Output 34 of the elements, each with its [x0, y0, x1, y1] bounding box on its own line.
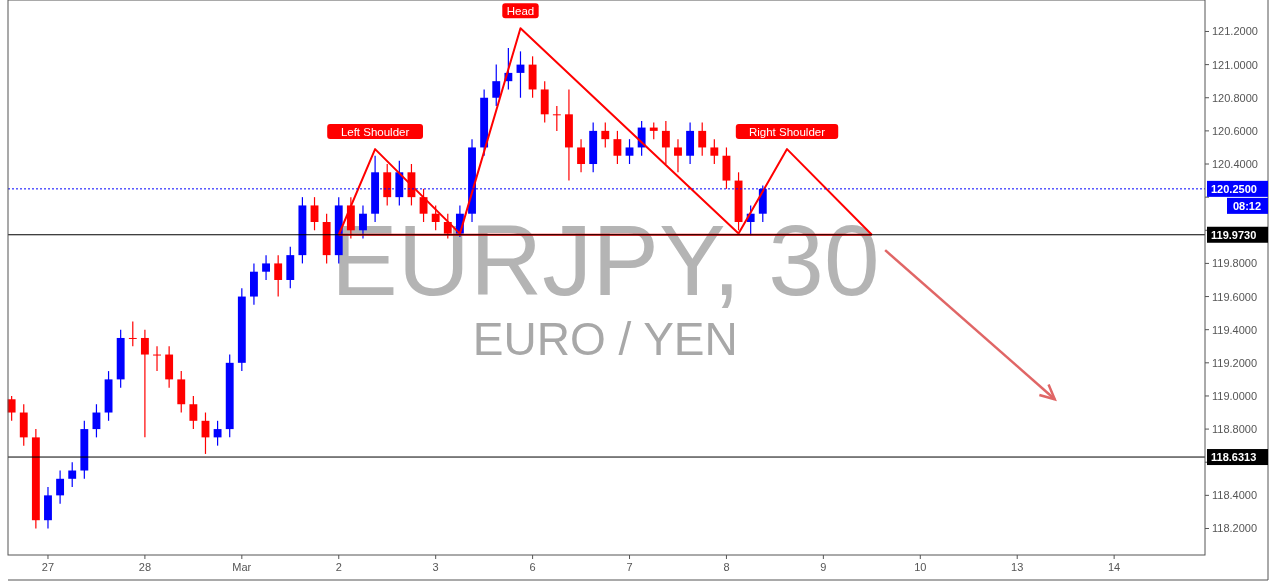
- text: 08:12: [1232, 199, 1262, 212]
- x-tick-label: Mar: [232, 561, 252, 573]
- y-tick-label: 118.4000: [1212, 489, 1258, 502]
- ref-line-label: 119.9730: [1211, 228, 1257, 241]
- y-tick-label: 118.8000: [1212, 423, 1258, 436]
- x-tick-label: 28: [138, 561, 152, 573]
- y-tick-label: 120.6000: [1212, 124, 1258, 137]
- y-tick-label: 119.0000: [1212, 389, 1258, 402]
- x-tick-label: 27: [41, 561, 55, 573]
- y-tick-label: 120.8000: [1212, 91, 1258, 104]
- y-tick-label: 119.4000: [1212, 323, 1258, 336]
- y-tick-label: 118.2000: [1212, 522, 1258, 535]
- y-tick-label: 121.0000: [1212, 58, 1258, 71]
- x-tick-label: 13: [1011, 561, 1024, 573]
- x-tick-label: 14: [1108, 561, 1121, 573]
- x-tick-label: 3: [432, 561, 439, 573]
- y-tick-label: 121.2000: [1212, 25, 1258, 38]
- x-tick-label: 7: [626, 561, 633, 573]
- text: EURJPY, 30: [331, 204, 880, 316]
- annotation: Right Shoulder: [748, 126, 826, 139]
- y-tick-label: 120.4000: [1212, 158, 1258, 171]
- y-tick-label: 119.6000: [1212, 290, 1258, 303]
- annotation: Left Shoulder: [340, 126, 410, 139]
- x-tick-label: 10: [914, 561, 927, 573]
- x-tick-label: 8: [723, 561, 730, 573]
- y-tick-label: 119.2000: [1212, 356, 1258, 369]
- x-tick-label: 9: [820, 561, 827, 573]
- x-tick-label: 2: [335, 561, 342, 573]
- annotation: Head: [506, 5, 535, 18]
- ref-line-label: 120.2500: [1211, 182, 1257, 195]
- y-tick-label: 119.8000: [1212, 257, 1258, 270]
- ref-line-label: 118.6313: [1211, 451, 1257, 464]
- text: EURO / YEN: [472, 313, 738, 365]
- x-tick-label: 6: [529, 561, 536, 573]
